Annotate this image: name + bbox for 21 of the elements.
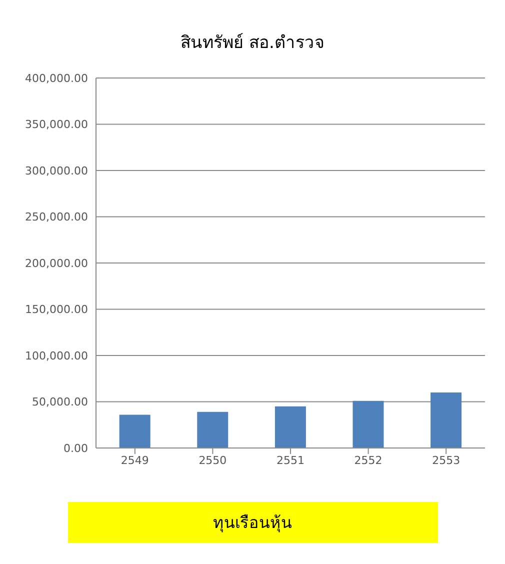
x-tick-label: 2553	[432, 454, 460, 467]
y-tick-label: 200,000.00	[25, 256, 88, 270]
y-tick-label: 100,000.00	[25, 349, 88, 362]
y-tick-label: 50,000.00	[32, 396, 88, 409]
y-tick-label: 150,000.00	[25, 303, 88, 316]
bar	[119, 414, 150, 448]
bar	[430, 392, 462, 448]
y-tick-label: 350,000.00	[25, 118, 88, 132]
y-tick-label: 300,000.00	[25, 164, 88, 178]
bar	[274, 406, 306, 448]
y-tick-label: 0.00	[64, 442, 88, 455]
x-tick-label: 2551	[276, 454, 304, 467]
y-tick-label: 250,000.00	[25, 210, 88, 224]
y-tick-label: 400,000.00	[25, 72, 88, 85]
bar	[197, 412, 228, 448]
x-tick-label: 2552	[354, 454, 382, 467]
x-tick-label: 2550	[198, 454, 227, 467]
text: ทุนเรือนหุ้น	[68, 502, 438, 543]
x-tick-label: 2549	[120, 454, 149, 467]
bar	[352, 400, 384, 448]
chart-title: สินทรัพย์ สอ.ตำรวจ	[180, 32, 326, 55]
